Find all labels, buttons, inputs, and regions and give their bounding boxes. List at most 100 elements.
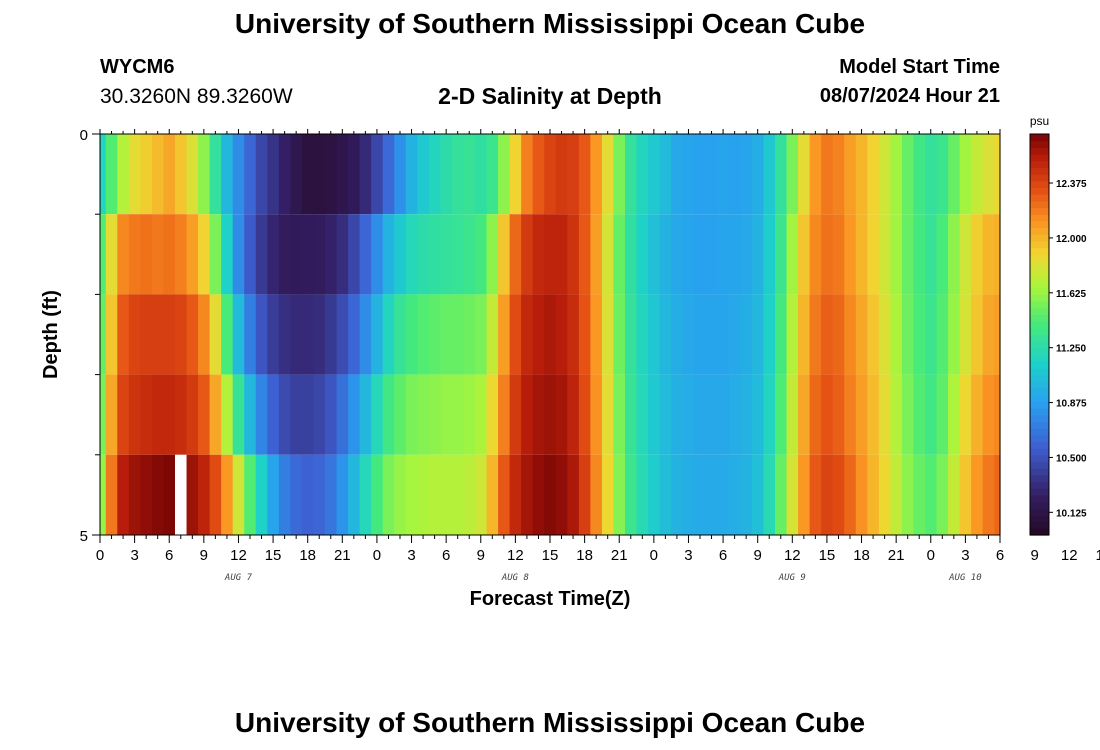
heatmap-cell xyxy=(705,134,718,215)
heatmap-cell xyxy=(740,454,753,535)
heatmap-cell xyxy=(832,374,845,455)
colorbar-segment xyxy=(1030,234,1049,242)
heatmap-cell xyxy=(775,214,788,295)
heatmap-cell xyxy=(463,454,476,535)
heatmap-cell xyxy=(232,134,245,215)
colorbar-segment xyxy=(1030,147,1049,155)
heatmap-cell xyxy=(198,214,211,295)
heatmap-cell xyxy=(336,294,349,375)
heatmap-cell xyxy=(498,454,511,535)
heatmap-cell xyxy=(763,214,776,295)
station-id: WYCM6 xyxy=(100,56,175,78)
heatmap-cell xyxy=(521,214,534,295)
heatmap-cell xyxy=(290,134,303,215)
heatmap-cell xyxy=(625,294,638,375)
heatmap-cell xyxy=(463,374,476,455)
colorbar-segment xyxy=(1030,441,1049,449)
heatmap-cell xyxy=(994,294,1001,375)
heatmap-cell xyxy=(878,214,891,295)
heatmap-cell xyxy=(555,294,568,375)
colorbar-segment xyxy=(1030,501,1049,509)
heatmap-cell xyxy=(982,214,995,295)
heatmap-cell xyxy=(521,134,534,215)
heatmap-cell xyxy=(578,294,591,375)
colorbar-segment xyxy=(1030,260,1049,269)
heatmap-cell xyxy=(775,294,788,375)
heatmap-cell xyxy=(855,214,868,295)
heatmap-cell xyxy=(371,134,384,215)
heatmap-cell xyxy=(348,294,361,375)
heatmap-cell xyxy=(313,294,326,375)
heatmap-cell xyxy=(751,374,765,455)
heatmap-cell xyxy=(948,214,961,295)
heatmap-cell xyxy=(140,374,153,455)
heatmap-cell xyxy=(186,374,199,455)
heatmap-cell xyxy=(636,454,649,535)
x-tick-label: 6 xyxy=(165,547,173,564)
colorbar-segment xyxy=(1030,461,1049,469)
heatmap-cell xyxy=(475,294,488,375)
heatmap-cell xyxy=(659,294,672,375)
heatmap-cell xyxy=(844,214,857,295)
heatmap-cell xyxy=(209,374,222,455)
heatmap-cell xyxy=(925,294,938,375)
heatmap-cell xyxy=(648,454,661,535)
heatmap-cell xyxy=(855,294,868,375)
heatmap-cell xyxy=(648,214,661,295)
heatmap-cell xyxy=(798,214,811,295)
heatmap-cell xyxy=(382,294,395,375)
heatmap-cell xyxy=(775,134,788,215)
heatmap-cell xyxy=(244,134,257,215)
heatmap-cell xyxy=(601,134,615,215)
heatmap-cell xyxy=(878,454,891,535)
heatmap-cell xyxy=(128,294,141,375)
heatmap-cell xyxy=(682,134,695,215)
heatmap-cell xyxy=(832,134,845,215)
colorbar-segment xyxy=(1030,140,1049,148)
colorbar-segment xyxy=(1030,314,1049,322)
colorbar-segment xyxy=(1030,327,1049,336)
heatmap-cell xyxy=(186,214,199,295)
heatmap-cell xyxy=(717,454,730,535)
heatmap-cell xyxy=(613,214,626,295)
heatmap-cell xyxy=(151,374,165,455)
heatmap-cell xyxy=(717,214,730,295)
heatmap-cell xyxy=(798,294,811,375)
heatmap-cell xyxy=(117,454,130,535)
heatmap-cell xyxy=(100,214,107,295)
heatmap-cell xyxy=(521,454,534,535)
heatmap-cell xyxy=(163,214,176,295)
heatmap-cell xyxy=(590,134,603,215)
heatmap-cell xyxy=(428,454,441,535)
colorbar-segment xyxy=(1030,354,1049,362)
x-tick-label: 3 xyxy=(130,547,138,564)
x-tick-label: 3 xyxy=(407,547,415,564)
heatmap-cell xyxy=(198,454,211,535)
heatmap-cell xyxy=(763,134,776,215)
heatmap-cell xyxy=(890,454,903,535)
heatmap-cell xyxy=(232,454,245,535)
heatmap-cell xyxy=(486,454,499,535)
heatmap-cell xyxy=(786,214,799,295)
heatmap-cell xyxy=(901,454,915,535)
heatmap-cell xyxy=(936,374,949,455)
x-tick-label: 15 xyxy=(819,547,836,564)
heatmap-cell xyxy=(717,134,730,215)
heatmap-cell xyxy=(463,214,476,295)
heatmap-cell xyxy=(959,374,972,455)
heatmap-cell xyxy=(682,214,695,295)
heatmap-cell xyxy=(821,134,834,215)
x-tick-label: 18 xyxy=(576,547,593,564)
heatmap-cell xyxy=(844,454,857,535)
colorbar: 10.125 10.500 10.875 11.250 11.625 12.000 12.3… xyxy=(1029,133,1087,536)
heatmap-cell xyxy=(244,214,257,295)
heatmap-cell xyxy=(313,454,326,535)
heatmap-cell xyxy=(648,374,661,455)
heatmap-cell xyxy=(809,294,822,375)
heatmap-cell xyxy=(959,214,972,295)
heatmap-cell xyxy=(901,294,915,375)
heatmap-cell xyxy=(844,134,857,215)
colorbar-segment xyxy=(1030,454,1049,463)
heatmap-cell xyxy=(671,214,684,295)
heatmap-cell xyxy=(463,294,476,375)
